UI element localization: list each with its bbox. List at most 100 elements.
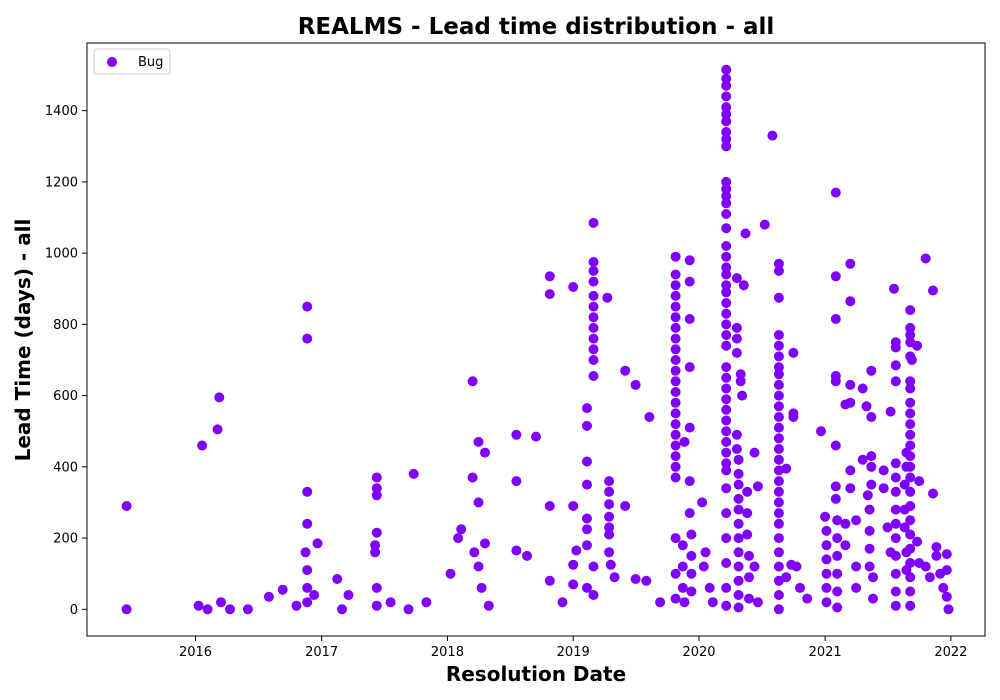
data-point [905, 305, 916, 316]
data-point [901, 547, 912, 558]
data-point [721, 241, 732, 251]
data-point [582, 456, 592, 467]
data-point [845, 379, 856, 390]
data-point [679, 597, 690, 608]
data-point [721, 262, 732, 273]
data-point [721, 116, 732, 127]
data-point [677, 561, 688, 572]
data-point [721, 287, 732, 298]
data-point [670, 290, 681, 301]
data-point [670, 333, 681, 344]
data-point [788, 412, 799, 422]
y-axis-label: Lead Time (days) - all [11, 219, 35, 462]
y-tick-label: 1400 [45, 104, 78, 119]
data-point [832, 568, 843, 579]
data-point [845, 397, 856, 408]
data-point [370, 547, 381, 558]
data-point [821, 582, 832, 593]
data-point [905, 322, 916, 333]
data-point [931, 550, 942, 561]
data-point [773, 533, 784, 544]
data-point [473, 561, 484, 572]
data-point [773, 292, 784, 303]
data-point [821, 597, 832, 608]
data-point [302, 301, 313, 312]
data-point [511, 476, 522, 487]
data-point [300, 547, 311, 558]
data-point [832, 586, 843, 597]
data-point [721, 330, 732, 340]
data-point [752, 481, 763, 492]
data-point [890, 486, 901, 497]
data-point [721, 223, 732, 234]
data-point [821, 554, 832, 565]
data-point [890, 504, 901, 515]
data-point [302, 486, 313, 497]
data-point [620, 365, 631, 376]
data-point [899, 504, 910, 515]
data-point [733, 575, 744, 586]
legend-label-bug: Bug [138, 55, 163, 70]
data-point [857, 454, 868, 465]
data-point [821, 525, 832, 536]
data-point [686, 529, 697, 540]
data-point [721, 191, 732, 202]
data-point [941, 591, 952, 602]
data-point [721, 64, 732, 75]
data-point [845, 483, 856, 494]
data-point [830, 440, 841, 451]
data-point [912, 340, 923, 351]
data-point [291, 600, 302, 611]
data-point [721, 280, 732, 291]
data-point [773, 362, 784, 373]
data-point [931, 542, 942, 552]
chart-title: REALMS - Lead time distribution - all [298, 14, 775, 40]
y-tick-label: 1000 [45, 247, 78, 262]
data-point [905, 586, 916, 597]
data-point [731, 273, 742, 284]
data-point [655, 597, 666, 608]
data-point [890, 342, 901, 353]
data-point [582, 420, 592, 431]
data-point [781, 463, 792, 474]
data-point [604, 511, 615, 522]
data-point [890, 458, 901, 469]
data-point [630, 574, 641, 584]
legend: Bug [93, 48, 171, 75]
data-point [851, 582, 862, 593]
data-point [544, 501, 555, 511]
data-point [735, 376, 746, 387]
data-point [582, 540, 592, 551]
data-point [456, 524, 467, 535]
data-point [742, 508, 753, 519]
data-point [721, 340, 732, 351]
data-point [773, 412, 784, 422]
data-point [620, 501, 631, 511]
data-point [731, 444, 742, 454]
data-point [700, 547, 711, 558]
data-point [670, 355, 681, 365]
data-point [588, 371, 599, 381]
data-point [721, 415, 732, 426]
data-point [866, 479, 877, 490]
data-point [795, 582, 805, 593]
data-point [733, 561, 744, 572]
data-point [697, 497, 708, 508]
data-point [882, 522, 893, 533]
data-point [302, 333, 313, 344]
data-point [216, 597, 226, 608]
data-point [644, 412, 655, 422]
data-point [544, 271, 555, 282]
data-point [707, 597, 718, 608]
data-point [511, 545, 522, 556]
data-point [582, 479, 592, 490]
data-point [588, 312, 599, 323]
data-point [773, 379, 784, 390]
data-point [845, 296, 856, 307]
data-point [202, 604, 213, 615]
data-point [408, 468, 419, 479]
data-point [483, 600, 494, 611]
data-point [670, 312, 681, 323]
data-point [733, 602, 744, 613]
data-point [480, 447, 490, 458]
